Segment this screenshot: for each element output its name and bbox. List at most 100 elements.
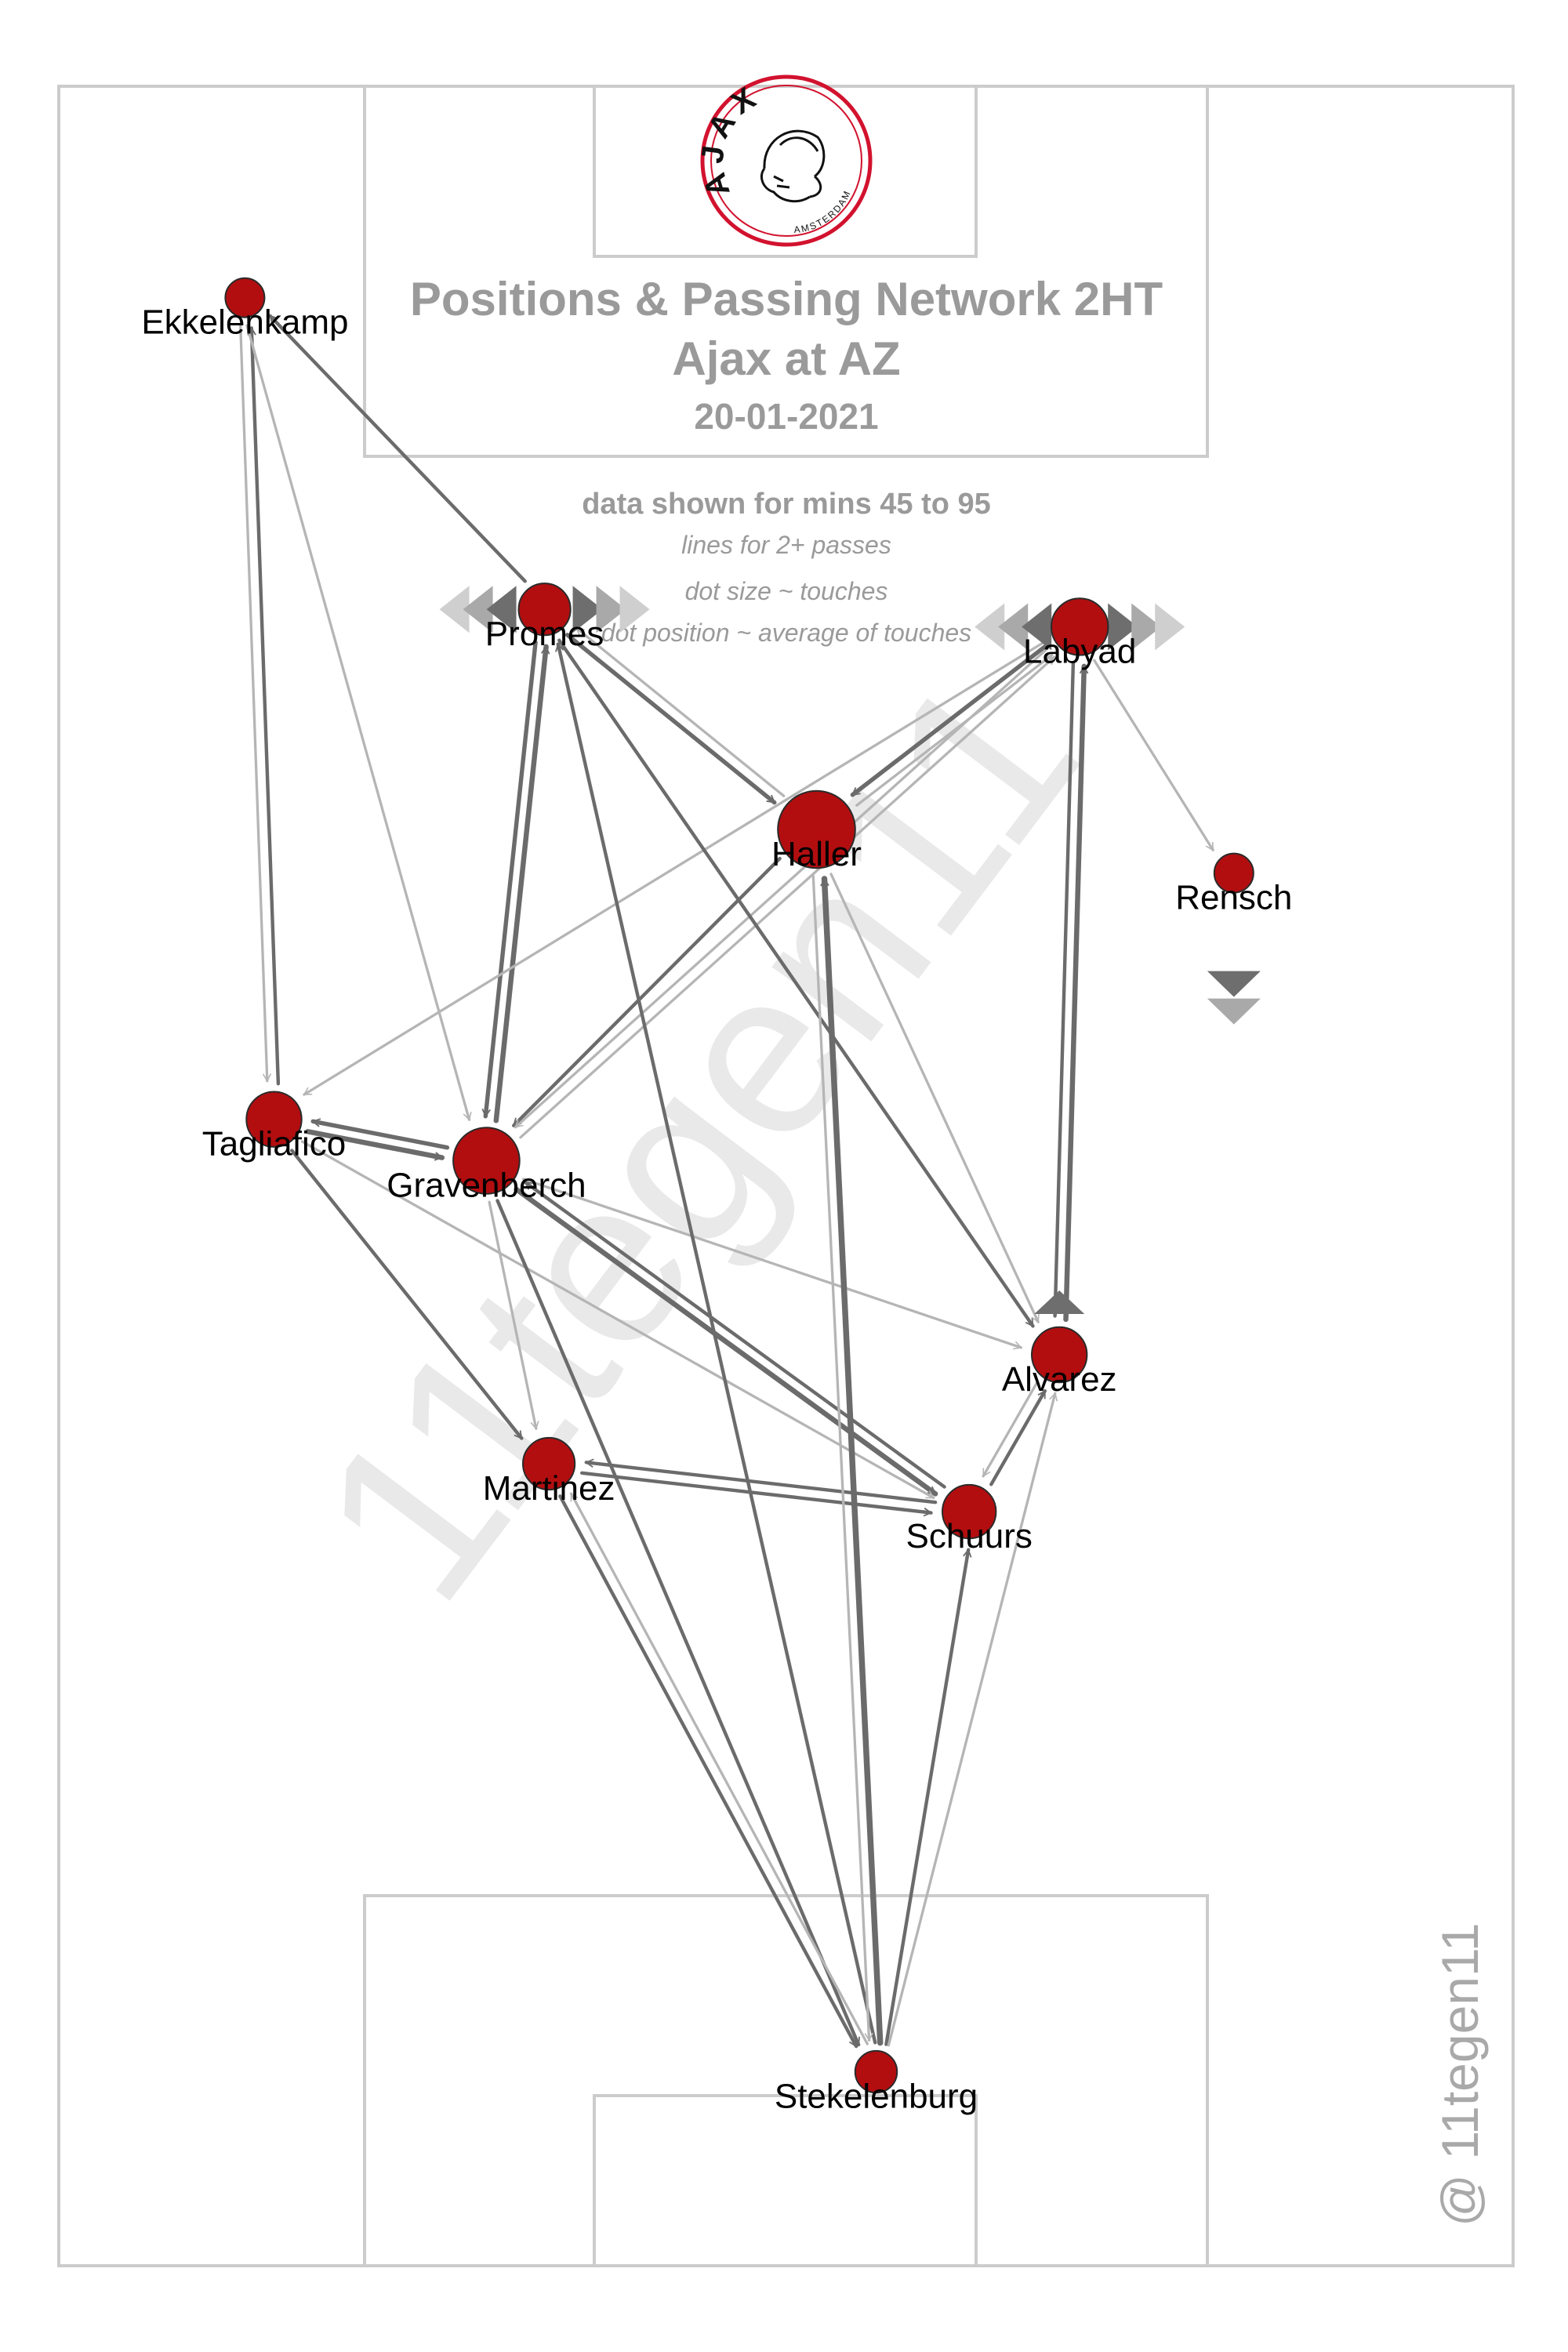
sub-off-right-marker-labyad (1131, 603, 1162, 651)
logo-top-text: AJAX (695, 78, 767, 201)
logo-bottom-text: AMSTERDAM (793, 188, 853, 235)
pass-stekelenburg-to-schuurs (884, 1548, 972, 2046)
player-label-gravenberch: Gravenberch (387, 1167, 586, 1205)
player-dot-tagliafico (245, 1091, 303, 1148)
pass-gravenberch-to-promes (493, 644, 550, 1123)
pass-promes-to-gravenberch (481, 640, 538, 1119)
player-dot-stekelenburg (854, 2049, 898, 2094)
pass-alvarez-to-schuurs (982, 1381, 1039, 1478)
sub-up-marker-alvarez (1034, 1290, 1085, 1314)
player-schuurs: Schuurs (906, 1483, 1033, 1555)
top-goal-box (593, 85, 978, 258)
pass-labyad-to-alvarez (1051, 661, 1076, 1318)
pass-ekkelenkamp-to-gravenberch (245, 324, 472, 1121)
pass-stekelenburg-to-martinez (569, 1492, 869, 2045)
pass-gravenberch-to-martinez (488, 1200, 539, 1430)
player-dot-rensch (1213, 852, 1254, 894)
pass-gravenberch-to-alvarez (522, 1178, 1022, 1350)
player-alvarez: Alvarez (1002, 1326, 1117, 1399)
sub-off-left-marker-labyad (975, 603, 1005, 651)
legend-position: dot position ~ average of touches (601, 619, 971, 647)
sub-off-left-marker-labyad (1022, 603, 1052, 651)
sub-off-right-marker-labyad (1155, 603, 1185, 651)
pass-gravenberch-to-tagliafico (310, 1118, 450, 1150)
helmet-icon (760, 129, 826, 203)
sub-off-right-marker-labyad (1108, 603, 1138, 651)
player-promes: Promes (485, 583, 604, 653)
pass-stekelenburg-to-promes (555, 642, 877, 2045)
player-haller: Haller (771, 789, 862, 873)
pass-promes-to-haller (565, 633, 777, 805)
player-label-ekkelenkamp: Ekkelenkamp (141, 303, 348, 342)
sub-off-right-marker-promes (572, 586, 603, 633)
player-dot-gravenberch (452, 1127, 521, 1195)
sub-off-left-marker-promes (486, 586, 517, 633)
pass-gravenberch-to-labyad (519, 655, 1056, 1139)
sub-off-left-marker-promes (463, 586, 493, 633)
pass-tagliafico-to-ekkelenkamp (247, 326, 281, 1086)
player-labyad: Labyad (1023, 597, 1136, 670)
pass-tagliafico-to-gravenberch (305, 1129, 445, 1161)
player-dot-promes (517, 583, 572, 637)
pass-labyad-to-haller (850, 642, 1051, 797)
pass-ekkelenkamp-to-tagliafico (239, 324, 272, 1083)
pass-labyad-to-gravenberch (514, 645, 1051, 1129)
pass-alvarez-to-labyad (1063, 663, 1089, 1323)
player-ekkelenkamp: Ekkelenkamp (141, 277, 348, 342)
pass-promes-to-ekkelenkamp (268, 314, 527, 583)
club-logo: AJAX AMSTERDAM (695, 74, 873, 247)
player-dot-haller (777, 789, 856, 869)
pass-martinez-to-schuurs (580, 1471, 933, 1517)
player-dot-alvarez (1031, 1326, 1088, 1384)
pass-tagliafico-to-schuurs (300, 1140, 935, 1500)
player-dot-martinez (522, 1436, 576, 1491)
pass-haller-to-labyad (855, 653, 1054, 807)
pass-haller-to-alvarez (829, 873, 1040, 1323)
player-dots: Ekkelenkamp Promes Labyad Haller Rensch Tagli… (141, 277, 1292, 2116)
logo-outer-ring (700, 74, 873, 247)
bottom-goal-box (593, 2094, 978, 2267)
player-rensch: Rensch (1175, 852, 1292, 917)
player-dot-labyad (1051, 597, 1109, 656)
pass-haller-to-promes (575, 626, 786, 797)
sub-off-right-marker-promes (619, 586, 650, 633)
logo-inner-ring (710, 85, 862, 237)
pass-gravenberch-to-stekelenburg (495, 1199, 861, 2047)
sub-off-left-marker-labyad (998, 603, 1029, 651)
player-dot-ekkelenkamp (224, 277, 266, 318)
pass-martinez-to-stekelenburg (558, 1494, 858, 2049)
pass-gravenberch-to-schuurs (514, 1186, 938, 1497)
credit-text: @ 11tegen11 (1431, 1922, 1489, 2227)
sub-down-marker-rensch (1207, 998, 1261, 1025)
player-tagliafico: Tagliafico (202, 1091, 346, 1163)
sub-off-right-marker-promes (596, 586, 626, 633)
pass-haller-to-gravenberch (512, 856, 782, 1127)
pass-lines (239, 314, 1214, 2049)
player-label-haller: Haller (771, 835, 862, 873)
legend-size: dot size ~ touches (685, 577, 888, 605)
player-label-schuurs: Schuurs (906, 1517, 1032, 1555)
pass-haller-to-stekelenburg (811, 874, 873, 2042)
pass-schuurs-to-gravenberch (523, 1180, 946, 1489)
chart-date: 20-01-2021 (694, 396, 878, 437)
sub-down-marker-rensch (1207, 971, 1261, 997)
pass-labyad-to-rensch (1093, 659, 1214, 851)
legend-range: data shown for mins 45 to 95 (582, 488, 991, 521)
player-label-rensch: Rensch (1175, 879, 1292, 917)
pass-tagliafico-to-martinez (290, 1149, 524, 1440)
player-dot-schuurs (942, 1483, 997, 1540)
pass-stekelenburg-to-alvarez (887, 1392, 1058, 2047)
player-label-labyad: Labyad (1023, 632, 1136, 670)
chart-title: Positions & Passing Network 2HT (410, 273, 1163, 325)
pass-stekelenburg-to-haller (820, 876, 884, 2046)
player-label-martinez: Martinez (483, 1469, 615, 1508)
pass-promes-to-alvarez (557, 638, 1035, 1328)
pass-schuurs-to-martinez (584, 1458, 938, 1504)
player-label-promes: Promes (485, 615, 604, 653)
player-gravenberch: Gravenberch (387, 1127, 586, 1205)
sub-markers (439, 586, 1261, 1314)
pass-labyad-to-tagliafico (303, 639, 1047, 1096)
player-stekelenburg: Stekelenburg (775, 2049, 978, 2116)
player-label-tagliafico: Tagliafico (202, 1125, 346, 1163)
